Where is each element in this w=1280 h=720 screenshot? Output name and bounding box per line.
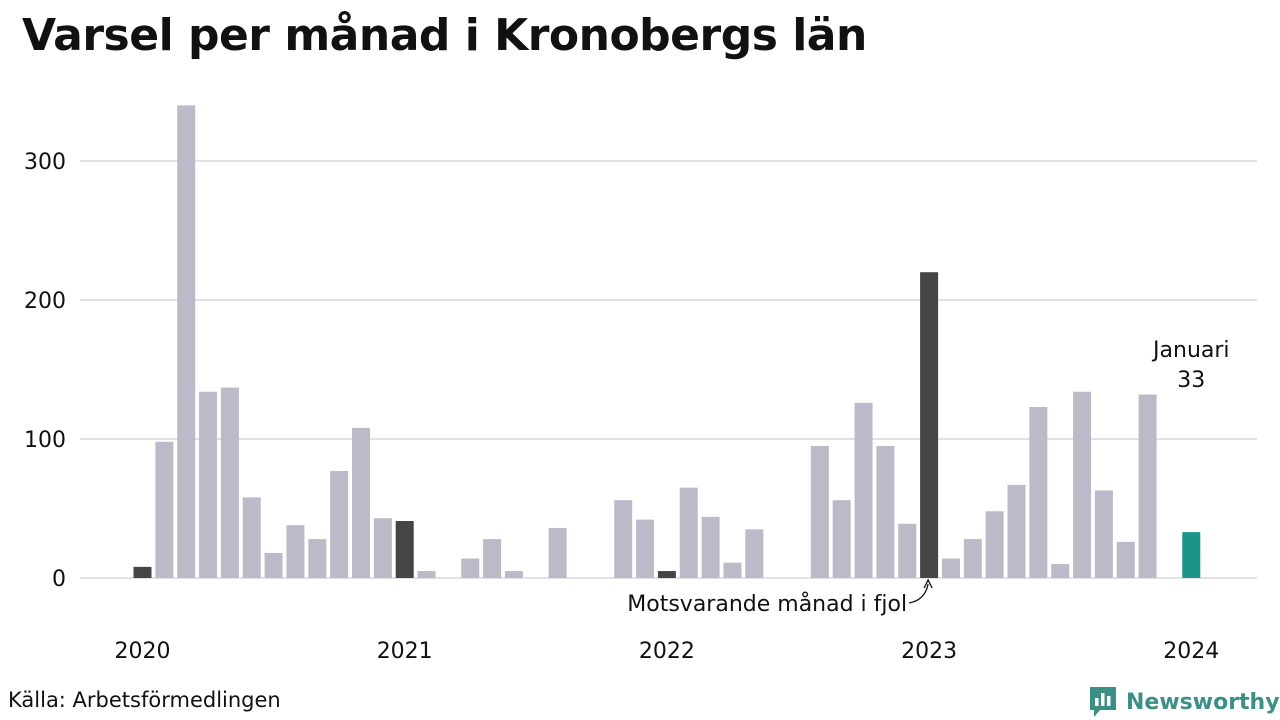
bar bbox=[679, 487, 698, 578]
x-tick-label: 2021 bbox=[377, 639, 433, 664]
same-month-arrow bbox=[908, 583, 929, 604]
bar bbox=[242, 497, 261, 578]
bar bbox=[898, 523, 917, 578]
bar bbox=[701, 516, 720, 578]
x-tick-label: 2024 bbox=[1163, 639, 1219, 664]
bars bbox=[133, 105, 1201, 579]
bar-chart: 0 100 200 300 2020 2021 2022 2023 2024 Januari 3… bbox=[24, 105, 1257, 664]
brand-logo: Newsworthy bbox=[1088, 684, 1280, 720]
bar bbox=[352, 427, 370, 578]
bar bbox=[504, 571, 523, 578]
bar bbox=[417, 571, 436, 578]
y-tick-label: 100 bbox=[24, 428, 66, 453]
bar bbox=[854, 402, 873, 578]
bar bbox=[985, 511, 1004, 578]
bar bbox=[1094, 490, 1113, 578]
annotations: Januari 33 Motsvarande månad i fjol bbox=[627, 338, 1229, 617]
y-tick-label: 200 bbox=[24, 289, 66, 314]
bar bbox=[920, 272, 939, 578]
bar bbox=[657, 571, 676, 578]
bar bbox=[177, 105, 196, 579]
current-month-label: Januari bbox=[1151, 338, 1230, 363]
bar bbox=[373, 518, 392, 578]
bar bbox=[832, 500, 851, 578]
bar bbox=[1007, 484, 1026, 578]
bar bbox=[1116, 541, 1135, 578]
bar bbox=[723, 562, 742, 578]
bar bbox=[636, 519, 655, 578]
bar bbox=[199, 391, 218, 578]
y-tick-label: 0 bbox=[52, 567, 66, 592]
y-tick-label: 300 bbox=[24, 150, 66, 175]
bar bbox=[308, 539, 327, 578]
current-value-label: 33 bbox=[1177, 368, 1205, 393]
brand-name: Newsworthy bbox=[1126, 689, 1280, 715]
bar bbox=[548, 527, 567, 578]
bar bbox=[614, 500, 633, 578]
same-month-label: Motsvarande månad i fjol bbox=[627, 591, 907, 617]
bar bbox=[745, 529, 764, 578]
bar bbox=[810, 445, 829, 578]
bar bbox=[395, 521, 414, 578]
bar bbox=[876, 445, 895, 578]
bar bbox=[1073, 391, 1092, 578]
bar bbox=[1182, 532, 1201, 578]
bar bbox=[1051, 564, 1070, 578]
chart-title: Varsel per månad i Kronobergs län bbox=[22, 10, 867, 61]
x-axis-tick-labels: 2020 2021 2022 2023 2024 bbox=[115, 639, 1220, 664]
bar-chart-logo-icon bbox=[1090, 687, 1116, 717]
bar bbox=[133, 566, 152, 578]
bar bbox=[286, 525, 305, 578]
bar bbox=[264, 552, 283, 578]
bar bbox=[941, 558, 960, 578]
x-tick-label: 2020 bbox=[115, 639, 171, 664]
x-tick-label: 2022 bbox=[639, 639, 695, 664]
bar bbox=[1138, 394, 1157, 578]
bar bbox=[963, 539, 982, 578]
same-month-arrowhead bbox=[923, 578, 933, 589]
y-axis-tick-labels: 0 100 200 300 bbox=[24, 150, 66, 592]
x-tick-label: 2023 bbox=[901, 639, 957, 664]
bar bbox=[1029, 407, 1048, 578]
bar bbox=[483, 539, 502, 578]
bar bbox=[155, 441, 174, 578]
bar bbox=[461, 558, 480, 578]
source-note: Källa: Arbetsförmedlingen bbox=[8, 688, 281, 712]
bar bbox=[220, 387, 239, 578]
bar bbox=[330, 470, 349, 578]
